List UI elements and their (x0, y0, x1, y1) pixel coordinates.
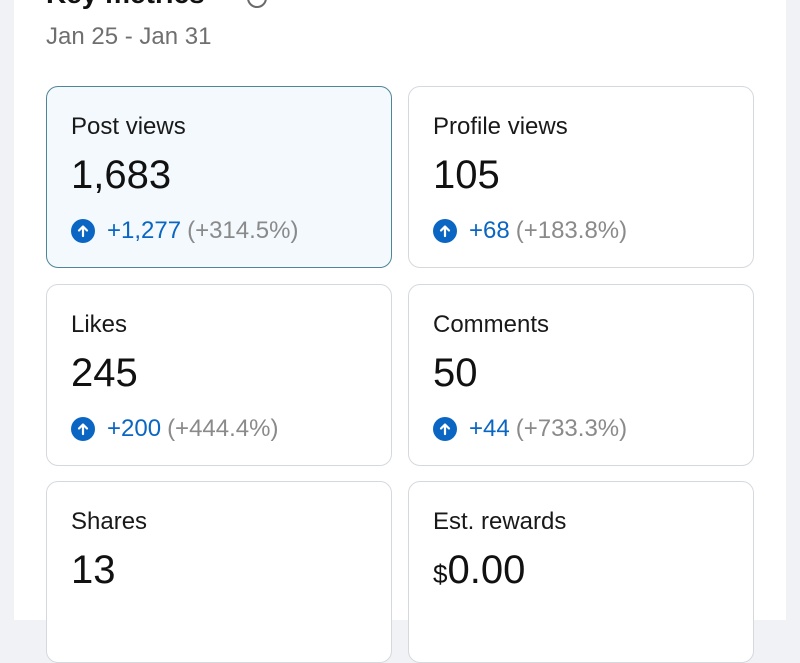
change-absolute: +1,277 (107, 217, 182, 244)
metric-value: 245 (71, 351, 138, 395)
metric-change: +200 (+444.4%) (71, 414, 278, 444)
date-range: Jan 25 - Jan 31 (46, 23, 212, 50)
metric-value: 13 (71, 548, 116, 592)
change-percent: (+444.4%) (167, 415, 279, 442)
arrow-up-icon (71, 219, 95, 243)
arrow-up-icon (433, 417, 457, 441)
change-percent: (+733.3%) (515, 415, 628, 442)
change-absolute: +68 (469, 217, 510, 244)
metric-card-likes[interactable]: Likes 245 +200 (+444.4%) (46, 284, 392, 466)
metric-label: Post views (71, 113, 186, 140)
metric-change: +44 (+733.3%) (433, 414, 627, 444)
metric-label: Profile views (433, 113, 568, 140)
page-title: Key metrics (46, 0, 205, 10)
change-absolute: +44 (469, 415, 510, 442)
metric-value: 50 (433, 351, 478, 395)
metric-change: +1,277 (+314.5%) (71, 216, 298, 246)
change-absolute: +200 (107, 415, 162, 442)
metric-label: Shares (71, 508, 148, 535)
arrow-up-icon (71, 417, 95, 441)
metric-card-est-rewards[interactable]: Est. rewards $0.00 (408, 481, 754, 663)
currency-symbol: $ (433, 559, 448, 589)
metric-card-shares[interactable]: Shares 13 (46, 481, 392, 663)
metric-value: 105 (433, 153, 500, 197)
metric-amount: 0.00 (447, 548, 526, 592)
change-percent: (+314.5%) (187, 217, 299, 244)
metric-label: Likes (71, 311, 128, 338)
metric-value: 1,683 (71, 153, 172, 197)
metric-card-comments[interactable]: Comments 50 +44 (+733.3%) (408, 284, 754, 466)
metric-label: Est. rewards (433, 508, 567, 535)
metric-card-post-views[interactable]: Post views 1,683 +1,277 (+314.5%) (46, 86, 392, 268)
metric-value: $0.00 (433, 548, 525, 593)
arrow-up-icon (433, 219, 457, 243)
metric-label: Comments (433, 311, 550, 338)
metric-change: +68 (+183.8%) (433, 216, 627, 246)
change-percent: (+183.8%) (515, 217, 628, 244)
metric-card-profile-views[interactable]: Profile views 105 +68 (+183.8%) (408, 86, 754, 268)
